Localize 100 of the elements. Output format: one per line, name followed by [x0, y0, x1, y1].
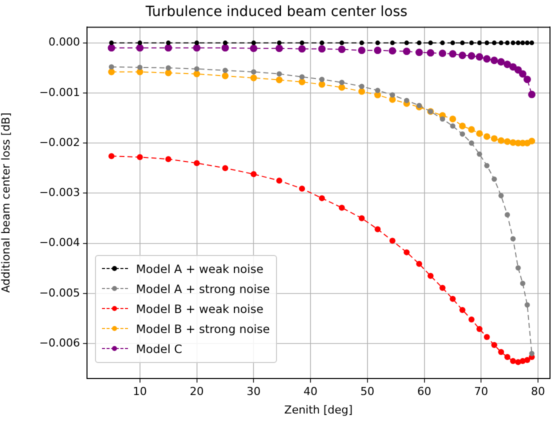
point: [484, 162, 490, 168]
point: [449, 50, 456, 58]
point: [468, 52, 476, 60]
point: [389, 238, 396, 244]
x-tick-label: 80: [531, 385, 546, 398]
point: [222, 44, 229, 52]
x-tick-label: 50: [360, 385, 374, 398]
y-tick-label: −0.005: [39, 286, 80, 300]
point: [490, 135, 498, 142]
point: [510, 236, 516, 242]
point: [468, 316, 475, 322]
y-tick-label: −0.003: [39, 186, 80, 200]
x-tick-label: 40: [304, 385, 318, 398]
point: [449, 116, 456, 122]
point: [476, 326, 482, 332]
point: [276, 178, 282, 184]
legend-label: Model A + weak noise: [136, 261, 264, 278]
point: [438, 50, 446, 58]
point: [166, 65, 171, 71]
point: [108, 68, 115, 76]
point: [299, 186, 306, 192]
point: [492, 40, 497, 46]
x-tick-label: 60: [417, 385, 432, 398]
point: [484, 40, 490, 46]
point: [460, 131, 466, 137]
y-tick-label: −0.001: [39, 86, 80, 99]
point: [415, 48, 423, 56]
point: [490, 56, 498, 64]
point: [514, 66, 522, 74]
point: [194, 160, 200, 166]
x-tick-label: 20: [190, 385, 204, 398]
point: [193, 44, 200, 52]
point: [440, 284, 446, 291]
y-tick-label: −0.002: [39, 136, 80, 149]
point: [358, 215, 365, 222]
point: [498, 137, 504, 144]
point: [164, 70, 172, 76]
x-tick-label: 30: [246, 385, 261, 398]
point: [339, 80, 344, 86]
point: [520, 40, 525, 46]
point: [164, 44, 172, 52]
point: [491, 342, 498, 348]
point: [222, 68, 228, 74]
legend-label: Model A + strong noise: [136, 281, 270, 298]
point: [440, 116, 446, 122]
point: [338, 46, 346, 54]
point: [222, 165, 228, 172]
point: [194, 66, 200, 72]
point: [374, 226, 381, 232]
point: [510, 358, 516, 364]
point: [476, 130, 483, 137]
point: [222, 40, 228, 46]
legend-label: Model B + strong noise: [136, 321, 270, 338]
point: [250, 171, 257, 178]
point: [108, 64, 114, 70]
point: [428, 40, 433, 46]
point: [528, 90, 536, 98]
point: [251, 40, 256, 46]
point: [359, 84, 364, 90]
point: [299, 74, 305, 80]
point: [516, 265, 521, 270]
point: [484, 334, 490, 340]
point: [476, 151, 482, 157]
point: [483, 55, 491, 63]
point: [404, 40, 409, 46]
point: [402, 48, 410, 56]
point: [524, 302, 530, 308]
point: [109, 40, 114, 46]
point: [528, 138, 536, 144]
point: [519, 70, 526, 78]
point: [193, 70, 200, 78]
point: [359, 40, 364, 46]
point: [358, 88, 366, 95]
point: [476, 53, 484, 61]
point: [108, 44, 116, 52]
point: [516, 40, 520, 46]
x-axis-title: Zenith [deg]: [284, 403, 353, 416]
point: [390, 92, 396, 98]
point: [529, 350, 534, 356]
point: [338, 84, 346, 91]
point: [222, 72, 229, 80]
point: [459, 306, 466, 313]
point: [469, 40, 474, 46]
point: [375, 88, 380, 94]
point: [450, 40, 456, 46]
point: [498, 349, 504, 356]
point: [497, 58, 505, 66]
point: [374, 46, 382, 54]
y-axis-title: Additional beam center loss [dB]: [0, 112, 12, 293]
point: [416, 40, 422, 46]
x-tick-label: 10: [132, 385, 147, 398]
point: [318, 45, 326, 53]
point: [404, 98, 410, 104]
legend-label: Model C: [136, 341, 182, 358]
point: [194, 40, 200, 46]
point: [137, 64, 143, 70]
point: [498, 40, 504, 46]
point: [504, 138, 511, 145]
point: [298, 78, 306, 86]
point: [504, 354, 510, 360]
